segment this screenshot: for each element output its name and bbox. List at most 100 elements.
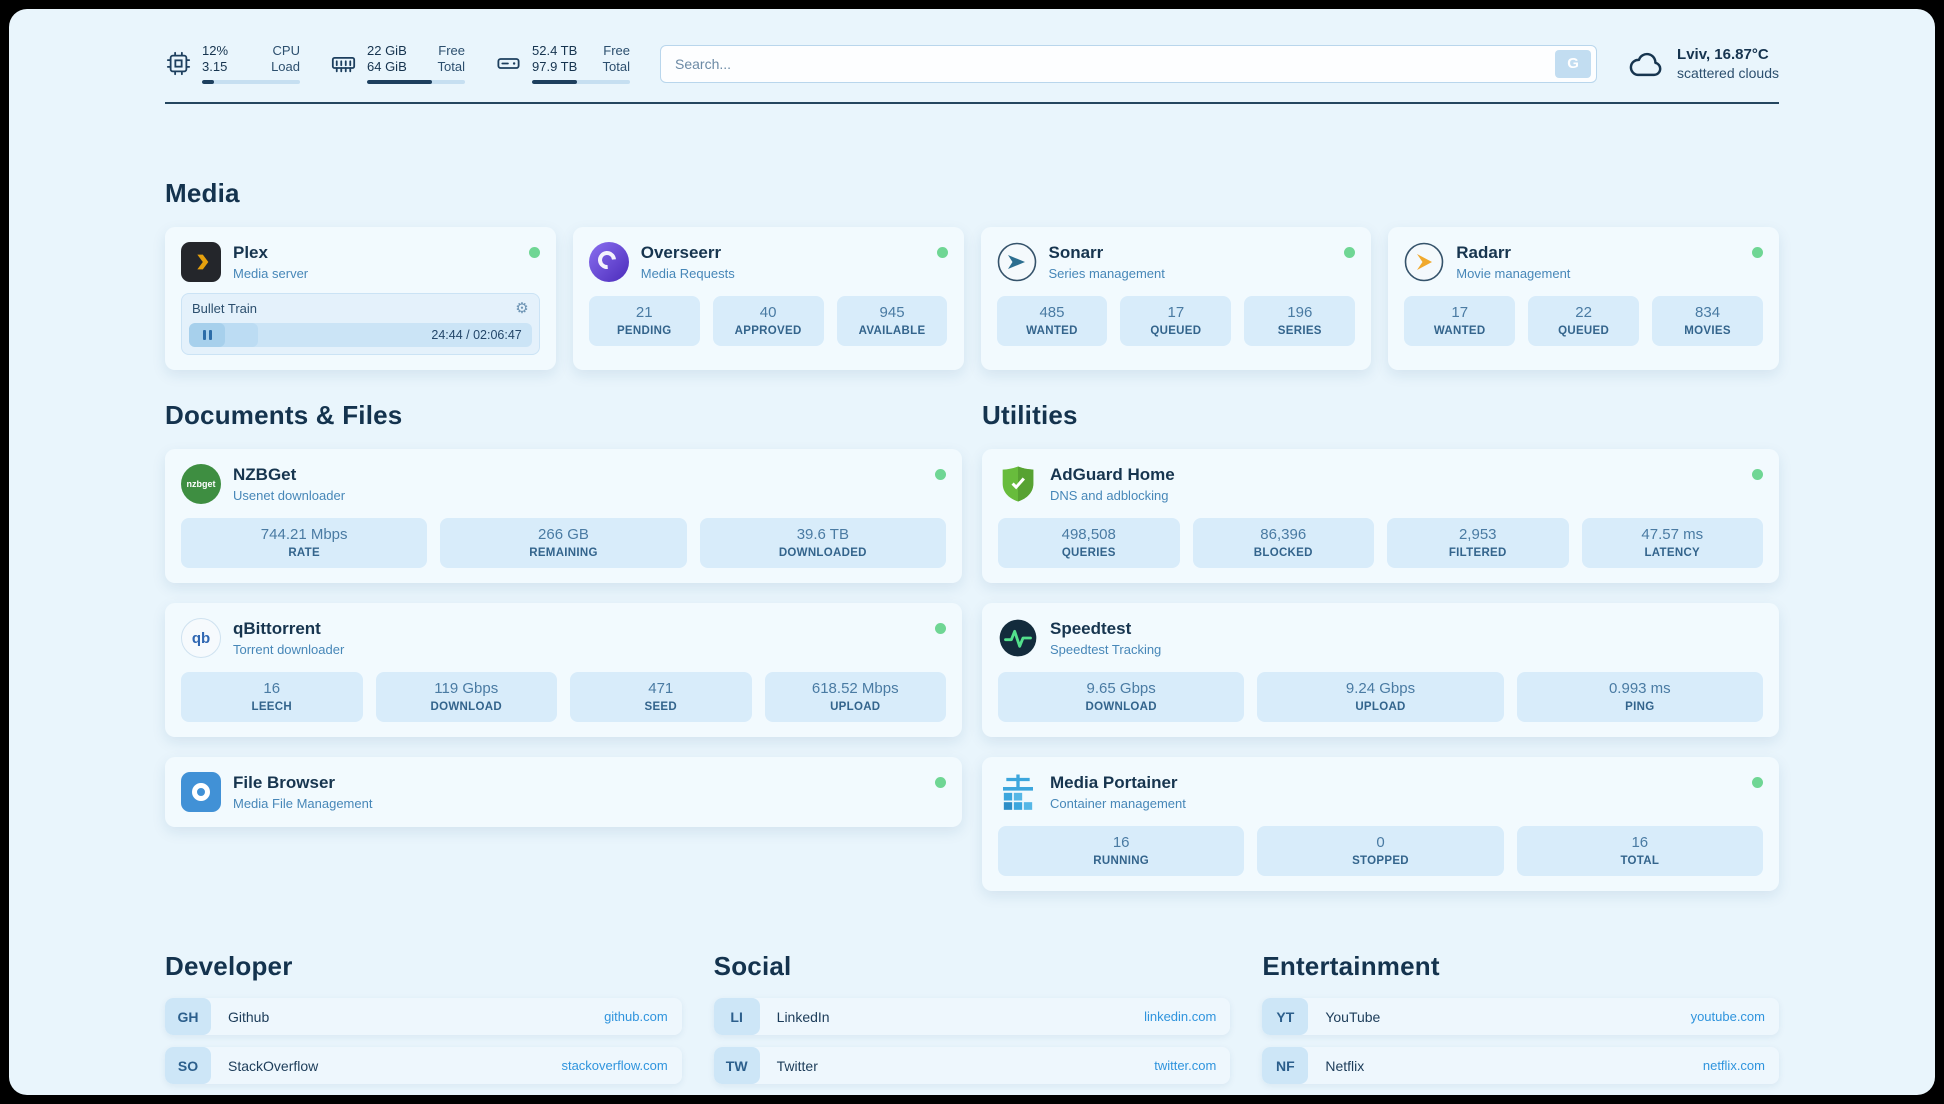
stat-filtered: 2,953 FILTERED: [1387, 518, 1569, 568]
stat-blocked: 86,396 BLOCKED: [1192, 518, 1374, 568]
stat-queries: 498,508 QUERIES: [998, 518, 1180, 568]
app-name: File Browser: [233, 773, 336, 792]
disk-progress-bar: [532, 80, 630, 84]
dashboard: 12% CPU 3.15 Load: [9, 9, 1935, 1095]
status-dot: [1752, 247, 1763, 258]
bookmark-url[interactable]: netflix.com: [1702, 1058, 1765, 1073]
bookmark-twitter[interactable]: TW Twitter twitter.com: [713, 1047, 1231, 1084]
ram-progress-bar: [367, 80, 465, 84]
stat-approved: 40 APPROVED: [712, 296, 824, 346]
cloud-icon: [1627, 49, 1665, 79]
bookmark-linkedin[interactable]: LI LinkedIn linkedin.com: [713, 998, 1231, 1035]
bookmark-name: LinkedIn: [776, 1008, 830, 1025]
stat-rate: 744.21 Mbps RATE: [181, 518, 428, 568]
app-card-nzbget[interactable]: nzbget NZBGet Usenet downloader 744.21 M…: [165, 449, 962, 583]
qbittorrent-icon: qb: [181, 618, 221, 658]
ram-metric: 22 GiB Free 64 GiB Total: [330, 43, 465, 84]
settings-gear-icon[interactable]: ⚙: [515, 300, 529, 317]
app-card-adguard[interactable]: AdGuard Home DNS and adblocking 498,508 …: [982, 449, 1779, 583]
status-dot: [935, 469, 946, 480]
bookmark-url[interactable]: twitter.com: [1154, 1058, 1217, 1073]
disk-metric: 52.4 TB Free 97.9 TB Total: [495, 43, 630, 84]
playback-progress-bar[interactable]: 24:44 / 02:06:47: [189, 323, 532, 347]
bookmark-url[interactable]: youtube.com: [1690, 1009, 1765, 1024]
stat-seed: 471 SEED: [570, 672, 752, 722]
bookmark-abbr: YT: [1262, 998, 1309, 1035]
section-title-utilities: Utilities: [982, 400, 1078, 430]
app-card-filebrowser[interactable]: File Browser Media File Management: [165, 757, 962, 827]
app-name: NZBGet: [233, 465, 297, 484]
section-title-media: Media: [165, 178, 240, 208]
cpu-progress-bar: [202, 80, 300, 84]
stat-queued: 17 QUEUED: [1120, 296, 1232, 346]
bookmark-netflix[interactable]: NF Netflix netflix.com: [1262, 1047, 1779, 1084]
stat-pending: 21 PENDING: [588, 296, 700, 346]
sonarr-icon: [997, 242, 1037, 282]
app-subtitle: Media Requests: [640, 266, 735, 281]
app-subtitle: Media server: [233, 266, 309, 281]
app-name: Media Portainer: [1050, 773, 1178, 792]
bookmark-group-social: Social LI LinkedIn linkedin.com TW Twitt…: [713, 951, 1231, 1095]
search-input[interactable]: [675, 55, 1556, 72]
bookmark-group-developer: Developer GH Github github.com SO StackO…: [165, 951, 682, 1095]
stat-wanted: 485 WANTED: [996, 296, 1108, 346]
utilities-column: Utilities AdGuard Home DNS and adblockin…: [982, 400, 1779, 891]
section-title-social: Social: [713, 951, 792, 981]
stat-latency: 47.57 ms LATENCY: [1581, 518, 1763, 568]
bookmark-github[interactable]: GH Github github.com: [165, 998, 682, 1035]
middle-columns: Documents & Files nzbget NZBGet Usenet d…: [165, 400, 1779, 891]
app-card-speedtest[interactable]: Speedtest Speedtest Tracking 9.65 Gbps D…: [982, 603, 1779, 737]
topbar-divider: [165, 102, 1779, 104]
bookmark-abbr: NF: [1262, 1047, 1309, 1084]
bookmark-abbr: TW: [713, 1047, 760, 1084]
ram-icon: [330, 50, 357, 77]
app-name: Sonarr: [1048, 243, 1104, 262]
bookmark-name: YouTube: [1325, 1008, 1381, 1025]
stat-remaining: 266 GB REMAINING: [440, 518, 687, 568]
app-card-plex[interactable]: Plex Media server Bullet Train ⚙: [165, 227, 556, 370]
system-metrics: 12% CPU 3.15 Load: [165, 43, 630, 84]
stat-upload: 9.24 Gbps UPLOAD: [1257, 672, 1504, 722]
status-dot: [1344, 247, 1356, 258]
app-card-sonarr[interactable]: Sonarr Series management 485 WANTED 17 Q…: [980, 227, 1372, 370]
bookmark-url[interactable]: github.com: [604, 1009, 668, 1024]
cpu-metric: 12% CPU 3.15 Load: [165, 43, 300, 84]
app-name: Radarr: [1456, 243, 1512, 262]
app-card-overseerr[interactable]: Overseerr Media Requests 21 PENDING 40 A…: [572, 227, 964, 370]
weather-condition: scattered clouds: [1677, 65, 1779, 81]
bookmark-url[interactable]: stackoverflow.com: [561, 1058, 668, 1073]
weather-location: Lviv, 16.87°C: [1677, 46, 1769, 63]
speedtest-icon: [998, 618, 1038, 658]
bookmark-youtube[interactable]: YT YouTube youtube.com: [1262, 998, 1779, 1035]
stat-series: 196 SERIES: [1244, 296, 1356, 346]
app-card-portainer[interactable]: Media Portainer Container management 16 …: [982, 757, 1779, 891]
status-dot: [528, 247, 540, 258]
app-subtitle: Usenet downloader: [233, 488, 346, 503]
stat-total: 16 TOTAL: [1516, 826, 1763, 876]
app-subtitle: Movie management: [1456, 266, 1571, 281]
app-card-qbittorrent[interactable]: qb qBittorrent Torrent downloader 16: [165, 603, 962, 737]
stat-downloaded: 39.6 TB DOWNLOADED: [699, 518, 946, 568]
bookmark-url[interactable]: linkedin.com: [1144, 1009, 1217, 1024]
stat-download: 9.65 Gbps DOWNLOAD: [998, 672, 1245, 722]
app-subtitle: Container management: [1050, 796, 1186, 811]
bookmarks-section: Developer GH Github github.com SO StackO…: [165, 951, 1779, 1095]
stat-queued: 22 QUEUED: [1528, 296, 1640, 346]
bookmark-stackoverflow[interactable]: SO StackOverflow stackoverflow.com: [165, 1047, 682, 1084]
app-card-radarr[interactable]: Radarr Movie management 17 WANTED 22 QUE…: [1388, 227, 1779, 370]
stat-download: 119 Gbps DOWNLOAD: [375, 672, 557, 722]
media-cards-row: Plex Media server Bullet Train ⚙: [165, 227, 1779, 370]
overseerr-icon: [588, 242, 629, 282]
weather-widget: Lviv, 16.87°C scattered clouds: [1627, 46, 1779, 81]
status-dot: [936, 247, 948, 258]
search-engine-button[interactable]: G: [1555, 49, 1592, 78]
pause-button[interactable]: [189, 323, 225, 347]
bookmark-name: Twitter: [776, 1057, 818, 1074]
app-name: Speedtest: [1050, 619, 1132, 638]
search-bar: G: [660, 44, 1598, 83]
bookmark-group-entertainment: Entertainment YT YouTube youtube.com NF …: [1262, 951, 1779, 1095]
stat-running: 16 RUNNING: [998, 826, 1245, 876]
cpu-row-1: 12% CPU: [202, 43, 300, 58]
stat-ping: 0.993 ms PING: [1516, 672, 1763, 722]
